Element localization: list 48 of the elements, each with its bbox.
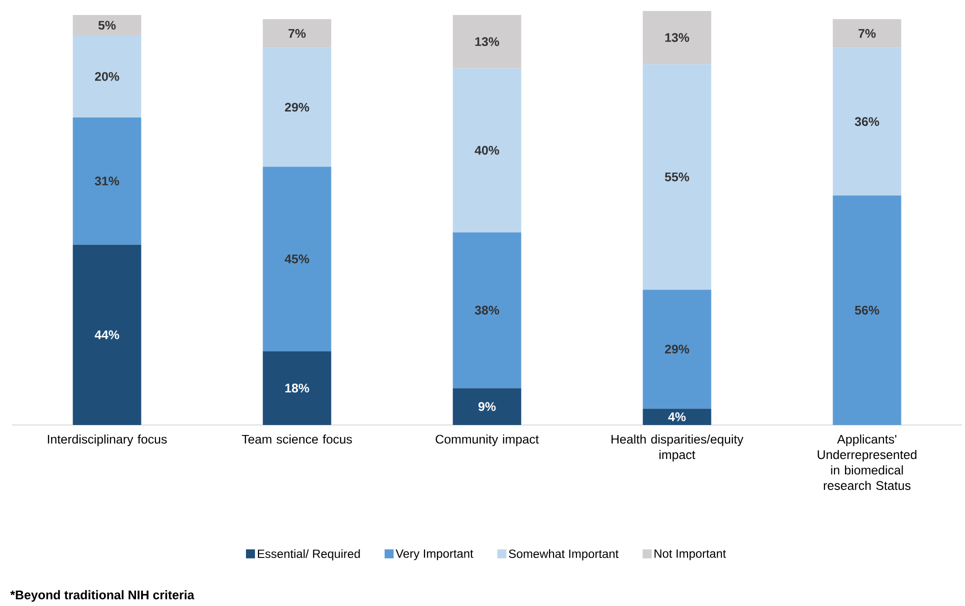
x-tick-label: Applicants' Underrepresented in biomedical research Status <box>818 434 916 490</box>
data-label: 4% <box>668 412 686 422</box>
bar <box>832 19 902 48</box>
bar <box>72 117 142 245</box>
data-label: 40% <box>474 146 500 155</box>
legend-label: Not Important <box>654 549 726 560</box>
data-label: 7% <box>858 29 876 38</box>
bar <box>262 351 332 425</box>
bar <box>262 166 332 352</box>
data-label: 5% <box>98 20 116 30</box>
bar <box>642 408 712 425</box>
bar <box>262 19 332 48</box>
legend-label: Somewhat Important <box>508 549 619 560</box>
data-label: 7% <box>288 29 306 38</box>
bar <box>832 195 902 425</box>
data-label: 29% <box>664 344 690 354</box>
data-label: 55% <box>664 172 690 182</box>
data-label: 31% <box>94 176 120 186</box>
bar <box>452 388 522 425</box>
data-label: 56% <box>854 306 880 315</box>
bar <box>832 48 902 196</box>
data-label: 13% <box>665 33 690 42</box>
data-label: 38% <box>474 306 500 315</box>
text: *Beyond traditional NIH criteria <box>10 590 194 602</box>
legend-label: Very Important <box>396 549 474 560</box>
data-label: 9% <box>478 402 496 411</box>
bar <box>262 48 332 167</box>
x-tick-label: Interdisciplinary focus <box>48 434 167 446</box>
bar <box>642 290 712 409</box>
bar <box>452 68 522 232</box>
data-label: 13% <box>475 37 500 46</box>
data-label: 36% <box>854 117 880 126</box>
bar <box>452 14 522 68</box>
legend-label: Essential/ Required <box>258 549 360 560</box>
x-tick-label: Community impact <box>436 434 539 446</box>
bar <box>642 10 712 64</box>
bar <box>452 232 522 388</box>
bar <box>72 14 142 36</box>
data-label: 44% <box>94 330 120 340</box>
x-tick-label: Team science focus <box>242 434 352 444</box>
data-label: 29% <box>284 102 310 112</box>
bar <box>72 35 142 118</box>
x-tick-label: Health disparities/equity impact <box>612 434 744 462</box>
bar <box>642 64 712 290</box>
data-label: 20% <box>94 72 120 81</box>
bar <box>72 244 142 425</box>
data-label: 18% <box>285 384 310 392</box>
data-label: 45% <box>284 254 310 264</box>
